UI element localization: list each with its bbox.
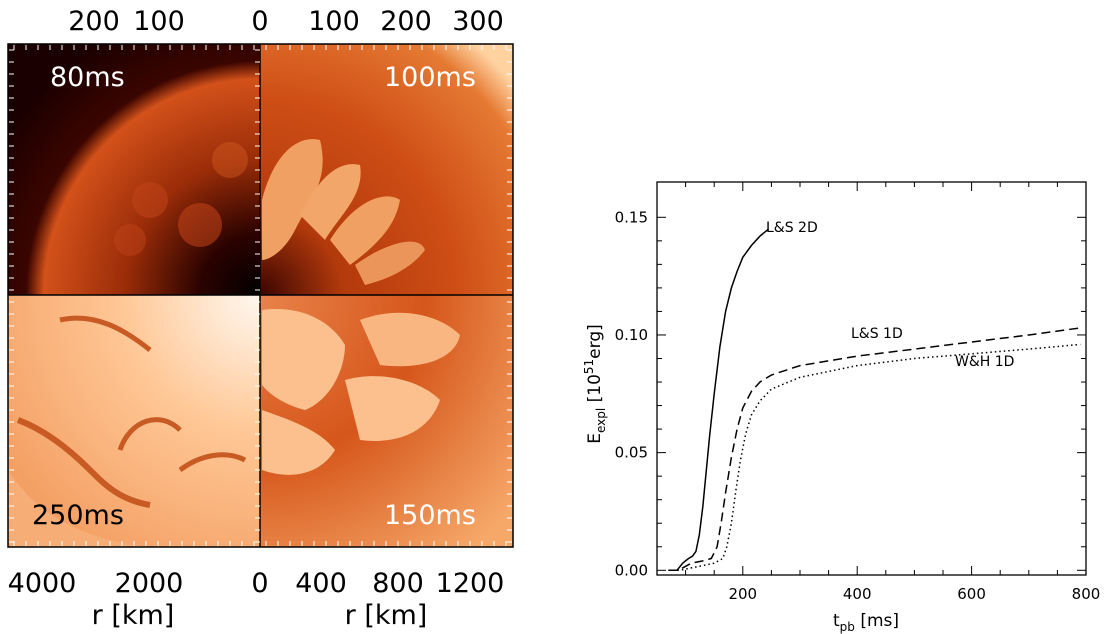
left-radius-axis-label: r [km] [91, 600, 175, 631]
panel-150ms-image [260, 295, 513, 547]
panel-150ms-label: 150ms [384, 500, 476, 531]
x-axis-title-subscript: pb [840, 620, 855, 634]
series-ls-2d-line [668, 228, 769, 572]
panel-250ms-image [8, 295, 260, 547]
series-labels: L&S 2D L&S 1D W&H 1D [766, 220, 1014, 370]
x-tick-label: 400 [843, 585, 872, 603]
y-axis-title: Eexpl [1051erg] [582, 324, 608, 444]
bottom-tick: 1200 [435, 568, 505, 599]
y-tick-label: 0.05 [615, 444, 648, 462]
top-tick: 100 [133, 6, 185, 37]
y-axis-title-subscript: expl [594, 408, 608, 433]
y-tick-label: 0.15 [615, 208, 648, 226]
panel-100ms-label: 100ms [384, 62, 476, 93]
x-axis-title-symbol: t [833, 611, 840, 631]
top-tick: 0 [251, 6, 269, 37]
y-axis-title-symbol: E [585, 433, 605, 444]
plot-frame [656, 181, 1087, 576]
top-tick: 200 [380, 6, 432, 37]
bottom-tick: 400 [295, 568, 347, 599]
y-tick-label: 0.10 [615, 326, 648, 344]
bottom-tick: 0 [251, 568, 269, 599]
right-radius-axis-label: r [km] [344, 600, 428, 631]
top-tick: 200 [68, 6, 120, 37]
series-label: L&S 2D [766, 220, 818, 236]
x-tick-label: 600 [957, 585, 986, 603]
panel-80ms-label: 80ms [50, 62, 125, 93]
simulation-panels [7, 43, 514, 548]
x-tick-label: 800 [1072, 585, 1101, 603]
x-axis-title-unit: [ms] [860, 611, 899, 631]
series-label: L&S 1D [851, 326, 903, 342]
series-ls-1d-line [668, 327, 1081, 572]
series-wh-1d-line [668, 343, 1081, 572]
y-axis-title-unit: [10 [585, 374, 605, 402]
top-tick: 100 [308, 6, 360, 37]
y-tick-label: 0.00 [615, 561, 648, 579]
bottom-tick: 4000 [7, 568, 77, 599]
bottom-tick: 2000 [114, 568, 184, 599]
tick-labels: 200 400 600 800 0.00 0.05 0.10 0.15 [615, 208, 1101, 603]
panel-250ms-label: 250ms [32, 500, 124, 531]
series-label: W&H 1D [955, 354, 1014, 370]
bottom-tick: 800 [372, 568, 424, 599]
series-lines [668, 228, 1081, 572]
x-tick-label: 200 [728, 585, 757, 603]
top-tick: 300 [452, 6, 504, 37]
y-axis-title-unit-suffix: erg] [585, 324, 605, 359]
axis-ticks [657, 182, 1087, 575]
y-axis-title-exponent: 51 [582, 359, 596, 374]
panel-100ms-image [260, 44, 513, 295]
panel-80ms-image [8, 44, 260, 295]
x-axis-title: tpb [ms] [833, 611, 899, 634]
